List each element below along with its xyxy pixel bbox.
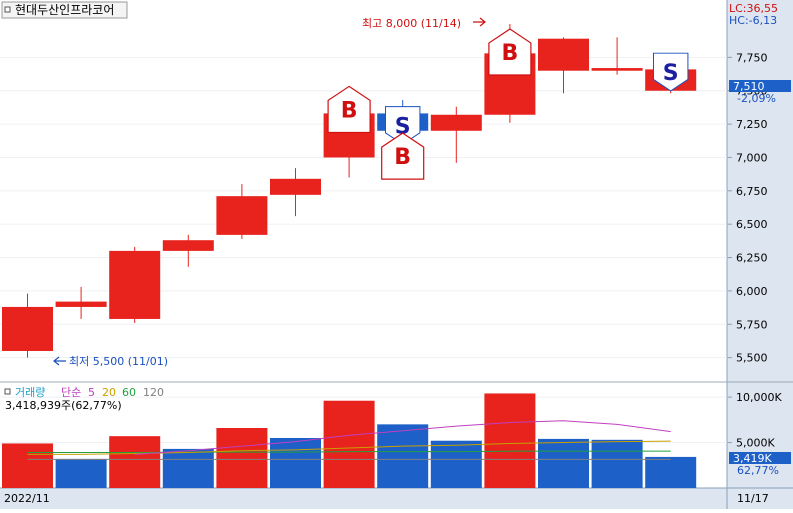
buy-signal-marker[interactable]: B <box>327 85 371 134</box>
candle-body[interactable] <box>162 240 214 251</box>
signal-letter: S <box>395 114 411 139</box>
legend-ma20: 20 <box>102 386 116 399</box>
date-start-label: 2022/11 <box>4 492 50 505</box>
candle-body[interactable] <box>538 38 589 71</box>
candle-body[interactable] <box>591 68 643 71</box>
high-annotation: 최고 8,000 (11/14) <box>362 17 461 30</box>
hc-label: HC:-6,13 <box>729 14 777 27</box>
signal-letter: S <box>663 61 679 86</box>
price-change-label: -2,09% <box>737 92 776 105</box>
title-box[interactable] <box>1 1 128 19</box>
signal-letter: B <box>341 98 358 123</box>
buy-signal-marker[interactable]: B <box>381 132 425 180</box>
price-tick-label: 5,750 <box>736 318 768 331</box>
ma20-line <box>27 440 671 455</box>
current-price-label: 7,510 <box>733 80 765 93</box>
current-volume-tag <box>729 452 791 464</box>
date-end-label: 11/17 <box>737 492 769 505</box>
sell-signal-marker[interactable]: S <box>652 52 689 92</box>
ma5-line <box>134 420 671 455</box>
volume-bar[interactable] <box>377 424 429 488</box>
volume-bar[interactable] <box>109 436 161 488</box>
candle-body[interactable] <box>2 306 53 351</box>
signal-shape <box>327 85 371 134</box>
volume-menu-icon[interactable] <box>4 388 11 395</box>
price-tick-label: 6,000 <box>736 285 768 298</box>
signal-shape <box>381 132 425 180</box>
price-tick-label: 7,750 <box>736 51 768 64</box>
candle-body[interactable] <box>430 114 482 131</box>
signal-shape <box>488 28 532 76</box>
volume-bar[interactable] <box>538 438 589 488</box>
candle-body[interactable] <box>109 250 161 319</box>
volume-ratio-label: 62,77% <box>737 464 779 477</box>
price-tick-label: 7,000 <box>736 151 768 164</box>
window-menu-icon[interactable] <box>4 6 11 13</box>
volume-bar[interactable] <box>216 428 268 488</box>
low-arrow-icon <box>53 356 66 366</box>
panel-title: 현대두산인프라코어 <box>15 3 114 17</box>
volume-bar[interactable] <box>2 443 53 488</box>
volume-bar[interactable] <box>484 393 536 488</box>
candle-body[interactable] <box>55 301 107 307</box>
volume-tick-label: 5,000K <box>736 437 775 450</box>
signal-letter: B <box>394 145 411 170</box>
volume-bar[interactable] <box>323 400 375 488</box>
price-tick-label: 7,250 <box>736 118 768 131</box>
volume-bar[interactable] <box>591 439 643 488</box>
legend-ma120: 120 <box>143 386 164 399</box>
volume-bar[interactable] <box>55 458 107 488</box>
volume-bar[interactable] <box>645 456 697 488</box>
price-tick-label: 6,500 <box>736 218 768 231</box>
candle-body[interactable] <box>216 196 268 235</box>
sell-signal-marker[interactable]: S <box>384 106 421 145</box>
volume-bar[interactable] <box>162 448 214 488</box>
volume-tick-label: 10,000K <box>736 391 782 404</box>
signal-shape <box>652 52 689 92</box>
ma60-line <box>27 450 671 454</box>
volume-info: 3,418,939주(62,77%) <box>5 399 122 412</box>
legend-simple: 단순 <box>61 386 81 399</box>
signal-letter: B <box>502 41 519 66</box>
candle-body[interactable] <box>270 178 321 195</box>
legend-ma60: 60 <box>122 386 136 399</box>
date-axis-bar <box>0 488 793 509</box>
lc-label: LC:36,55 <box>729 2 778 15</box>
price-tick-label: 5,500 <box>736 352 768 365</box>
buy-signal-marker[interactable]: B <box>488 28 532 76</box>
current-volume-label: 3,419K <box>733 452 772 465</box>
volume-bar[interactable] <box>270 438 321 488</box>
price-tick-label: 6,250 <box>736 252 768 265</box>
high-arrow-icon <box>473 17 486 27</box>
volume-bar[interactable] <box>430 440 482 488</box>
legend-ma5: 5 <box>88 386 95 399</box>
current-price-tag <box>729 80 791 92</box>
low-annotation: 최저 5,500 (11/01) <box>69 355 168 368</box>
price-tick-label: 6,750 <box>736 185 768 198</box>
legend-volume: 거래량 <box>15 386 45 399</box>
